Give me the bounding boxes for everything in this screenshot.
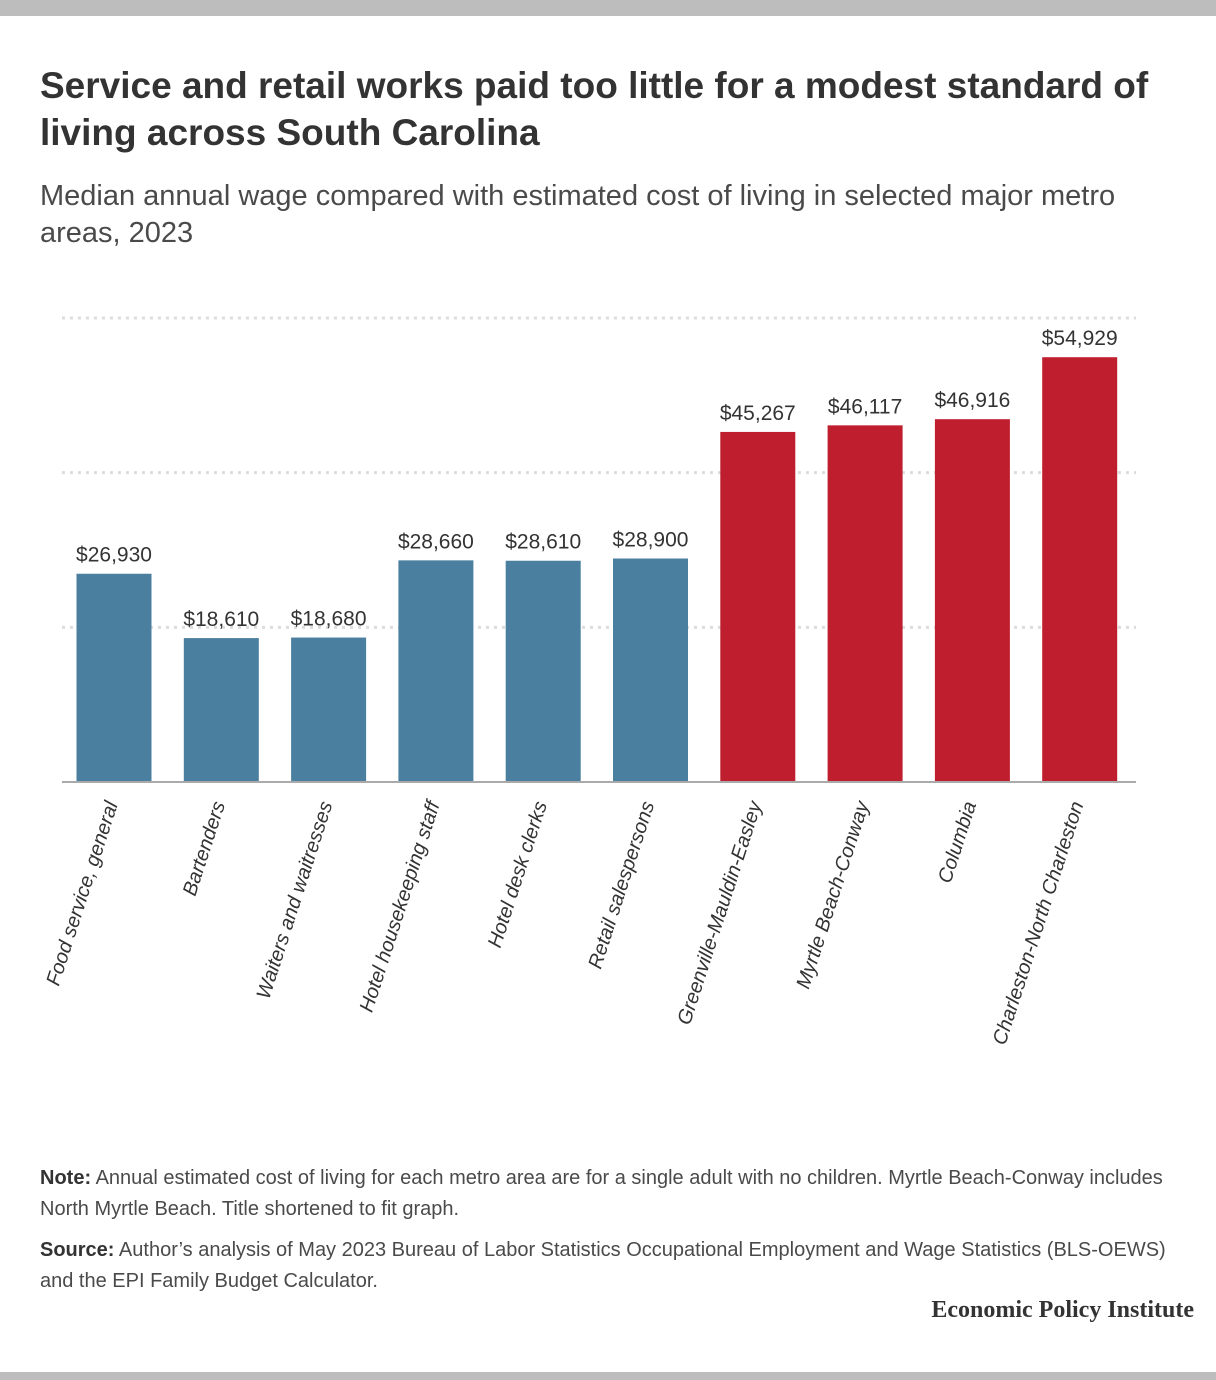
bar-chart: $26,930 Food service, general $18,610 Barte…: [42, 316, 1136, 1048]
value-label-7: $46,117: [828, 395, 902, 418]
category-label-7: Myrtle Beach-Conway: [792, 798, 874, 992]
category-label-9: Charleston-North Charleston: [989, 799, 1089, 1048]
value-label-3: $28,660: [398, 530, 474, 553]
bar-7: [827, 425, 903, 782]
value-label-8: $46,916: [934, 389, 1010, 412]
category-label-2: Waiters and waitresses: [253, 799, 338, 1002]
source-paragraph: Source: Author’s analysis of May 2023 Bu…: [40, 1235, 1180, 1297]
bar-9: [1042, 357, 1118, 782]
note-label: Note:: [40, 1167, 92, 1189]
category-label-4: Hotel desk clerks: [484, 799, 552, 951]
value-label-5: $28,900: [613, 529, 689, 552]
note-text: Annual estimated cost of living for each…: [40, 1167, 1163, 1220]
value-label-6: $45,267: [720, 402, 796, 425]
bar-4: [505, 560, 581, 782]
category-label-8: Columbia: [934, 799, 981, 886]
value-label-4: $28,610: [505, 531, 581, 554]
source-text: Author’s analysis of May 2023 Bureau of …: [40, 1239, 1166, 1292]
bar-2: [291, 637, 367, 782]
bar-1: [183, 638, 259, 782]
bar-8: [934, 419, 1010, 782]
value-label-1: $18,610: [183, 608, 259, 631]
bar-6: [720, 431, 796, 782]
category-label-0: Food service, general: [42, 798, 123, 988]
category-label-3: Hotel housekeeping staff: [356, 796, 446, 1014]
bar-0: [76, 573, 152, 782]
bar-3: [398, 560, 474, 782]
top-border: [0, 0, 1216, 16]
source-label: Source:: [40, 1239, 115, 1261]
brand-logo-text: Economic Policy Institute: [931, 1297, 1194, 1323]
value-label-2: $18,680: [291, 608, 367, 631]
bar-5: [613, 558, 688, 782]
value-label-9: $54,929: [1042, 327, 1118, 350]
category-label-6: Greenville-Mauldin-Easley: [673, 798, 766, 1028]
chart-subtitle: Median annual wage compared with estimat…: [40, 180, 1116, 249]
category-label-1: Bartenders: [179, 799, 230, 899]
category-label-5: Retail salespersons: [584, 799, 659, 972]
value-label-0: $26,930: [76, 544, 152, 567]
bottom-border: [0, 1372, 1216, 1380]
note-paragraph: Note: Annual estimated cost of living fo…: [40, 1163, 1180, 1225]
notes-section: Note: Annual estimated cost of living fo…: [40, 1163, 1180, 1307]
chart-title: Service and retail works paid too little…: [40, 65, 1149, 153]
